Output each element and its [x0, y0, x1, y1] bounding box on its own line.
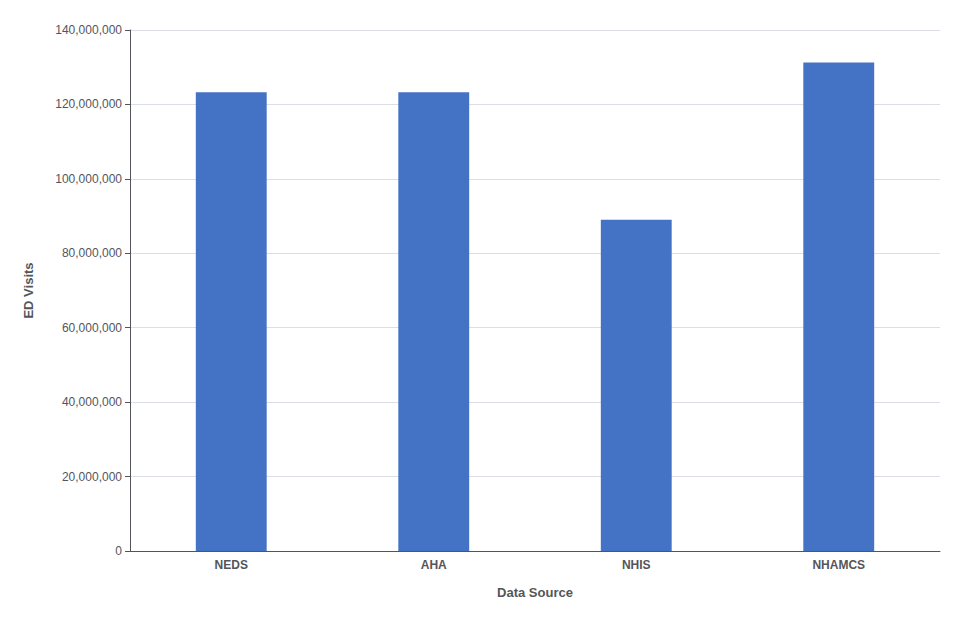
svg-text:140,000,000: 140,000,000 — [55, 23, 122, 37]
svg-text:Data Source: Data Source — [497, 585, 573, 600]
svg-text:20,000,000: 20,000,000 — [62, 470, 122, 484]
svg-text:60,000,000: 60,000,000 — [62, 321, 122, 335]
svg-text:120,000,000: 120,000,000 — [55, 97, 122, 111]
svg-text:ED Visits: ED Visits — [21, 262, 36, 318]
svg-text:NEDS: NEDS — [215, 558, 248, 572]
svg-text:80,000,000: 80,000,000 — [62, 246, 122, 260]
svg-text:100,000,000: 100,000,000 — [55, 172, 122, 186]
svg-text:0: 0 — [115, 544, 122, 558]
svg-text:AHA: AHA — [421, 558, 447, 572]
svg-text:40,000,000: 40,000,000 — [62, 395, 122, 409]
svg-text:NHAMCS: NHAMCS — [812, 558, 865, 572]
svg-text:NHIS: NHIS — [622, 558, 651, 572]
